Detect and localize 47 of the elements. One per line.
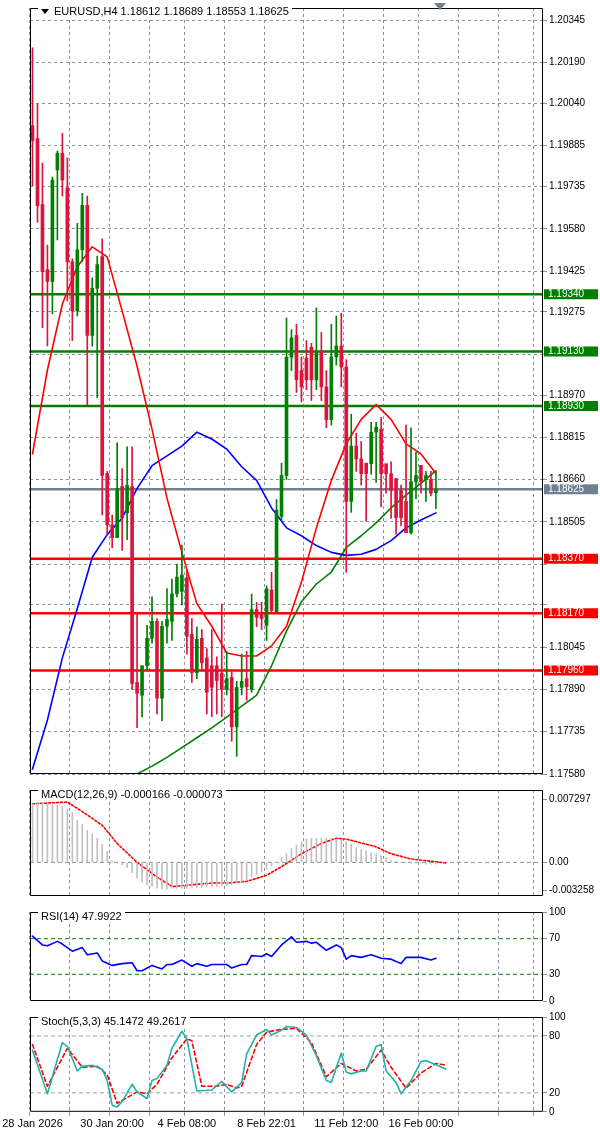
y-tick-label: 1.17735 <box>549 725 586 737</box>
ref-line-label: 1.18170 <box>548 606 585 618</box>
x-tick-label: 8 Feb 22:01 <box>237 1117 296 1130</box>
y-tick-label: 100 <box>549 1010 567 1022</box>
chart-title: RSI(14) 47.9922 <box>41 910 122 922</box>
y-tick-label: -0.003258 <box>549 884 595 896</box>
y-tick-label: 30 <box>549 968 561 980</box>
y-tick-label: 0 <box>549 1105 555 1117</box>
line-series <box>31 801 447 888</box>
y-tick-label: 1.18815 <box>549 431 586 443</box>
y-tick-label: 1.18970 <box>549 388 586 400</box>
y-tick-label: 1.19425 <box>549 264 586 276</box>
y-tick-label: 0.00 <box>549 856 569 868</box>
y-tick-label: 1.19735 <box>549 180 586 192</box>
y-tick-label: 80 <box>549 1029 561 1041</box>
ref-line-label: 1.19130 <box>548 345 585 357</box>
x-tick-label: 4 Feb 08:00 <box>157 1117 217 1130</box>
y-tick-label: 1.18660 <box>549 473 586 485</box>
x-tick-label: 30 Jan 20:00 <box>80 1117 144 1130</box>
x-tick-label: 16 Feb 00:00 <box>388 1117 454 1130</box>
ref-line-label: 1.18625 <box>548 482 585 494</box>
candlestick <box>219 603 224 718</box>
y-tick-label: 1.20190 <box>549 56 586 68</box>
y-tick-label: 1.19885 <box>549 139 586 151</box>
y-tick-label: 1.19275 <box>549 305 586 317</box>
ref-line-label: 1.18370 <box>548 552 585 564</box>
y-tick-label: 1.19580 <box>549 222 586 234</box>
y-tick-label: 0 <box>549 994 555 1006</box>
candlestick <box>374 422 378 483</box>
ref-line-label: 1.17960 <box>548 664 585 676</box>
ref-line-label: 1.18930 <box>548 399 585 411</box>
y-tick-label: 1.18045 <box>549 640 586 652</box>
y-tick-label: 0.007297 <box>549 793 592 805</box>
y-tick-label: 70 <box>549 932 561 944</box>
ref-line-label: 1.19340 <box>548 287 585 299</box>
x-tick-label: 11 Feb 12:00 <box>314 1117 379 1130</box>
y-tick-label: 1.17580 <box>549 767 586 779</box>
y-tick-label: 1.20040 <box>549 97 586 109</box>
chart-title: Stoch(5,3,3) 45.1472 49.2617 <box>41 1015 187 1027</box>
y-tick-label: 1.20345 <box>549 14 586 26</box>
y-tick-label: 20 <box>549 1086 561 1098</box>
chart-title: MACD(12,26,9) -0.000166 -0.000073 <box>41 788 223 800</box>
x-tick-label: 28 Jan 2026 <box>2 1117 63 1130</box>
chart-title: EURUSD,H4 1.18612 1.18689 1.18553 1.18625 <box>54 5 289 17</box>
y-tick-label: 1.17890 <box>549 683 586 695</box>
y-tick-label: 100 <box>549 905 567 917</box>
y-tick-label: 1.18505 <box>549 515 586 527</box>
